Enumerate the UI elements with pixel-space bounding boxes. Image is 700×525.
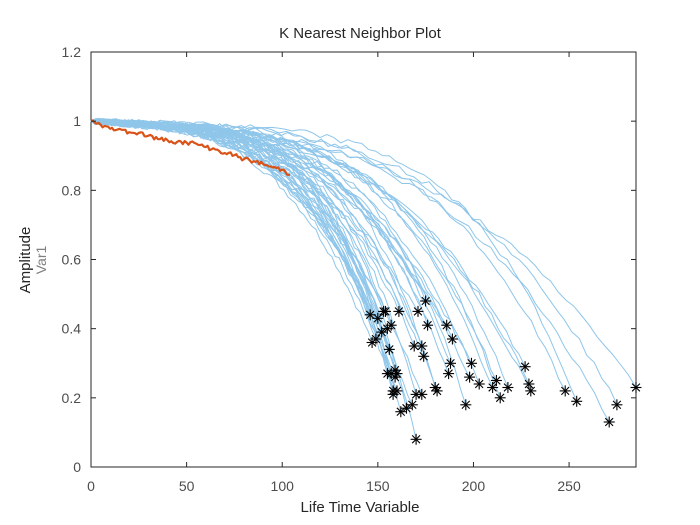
endpoint-marker: [412, 305, 424, 317]
x-axis-label: Life Time Variable: [301, 499, 420, 516]
endpoint-marker: [473, 378, 485, 390]
endpoint-marker: [603, 416, 615, 428]
plot-area: [90, 51, 642, 468]
endpoint-marker: [364, 309, 376, 321]
endpoint-marker: [446, 333, 458, 345]
x-tick-label: 150: [366, 478, 390, 494]
y-tick-label: 0.6: [62, 252, 82, 268]
y-axis-sublabel: Var1: [33, 246, 49, 275]
endpoint-marker: [525, 385, 537, 397]
y-tick-label: 0.4: [62, 321, 82, 337]
x-tick-label: 200: [462, 478, 486, 494]
x-tick-label: 250: [557, 478, 581, 494]
endpoint-marker: [416, 340, 428, 352]
neighbor-line: [90, 120, 417, 440]
endpoint-marker: [389, 371, 401, 383]
endpoint-marker: [420, 295, 432, 307]
endpoint-marker: [559, 385, 571, 397]
endpoint-marker: [431, 385, 443, 397]
endpoint-marker: [401, 402, 412, 414]
endpoint-marker: [490, 375, 502, 386]
endpoint-marker: [611, 399, 623, 411]
endpoint-marker: [410, 433, 422, 445]
endpoint-marker: [370, 333, 382, 345]
endpoint-marker: [571, 395, 583, 407]
endpoint-marker: [416, 388, 428, 400]
neighbor-line: [90, 119, 371, 315]
endpoint-marker: [406, 399, 418, 411]
y-tick-label: 0.2: [62, 390, 82, 406]
endpoint-marker: [445, 357, 456, 369]
endpoint-marker: [383, 343, 395, 355]
endpoint-marker: [519, 361, 531, 373]
endpoint-marker: [391, 385, 403, 397]
endpoint-marker: [376, 326, 388, 338]
y-tick-label: 1: [73, 113, 81, 129]
neighbor-line: [90, 118, 392, 326]
highlight-series-group: [90, 119, 290, 176]
neighbor-series-group: [90, 117, 637, 440]
endpoint-marker: [441, 319, 453, 331]
y-tick-label: 0: [73, 459, 81, 475]
endpoint-marker: [422, 319, 434, 331]
neighbor-line: [90, 120, 419, 312]
endpoint-marker: [372, 312, 384, 324]
neighbor-line: [90, 120, 453, 340]
neighbor-line: [90, 118, 402, 412]
neighbor-line: [90, 120, 637, 388]
neighbor-line: [91, 119, 610, 423]
endpoint-marker: [466, 357, 477, 369]
highlight-line: [90, 119, 290, 176]
endpoint-marker: [385, 319, 397, 331]
x-tick-label: 100: [271, 478, 295, 494]
endpoint-marker: [494, 392, 506, 404]
plot-frame: [90, 51, 637, 468]
y-tick-label: 1.2: [62, 44, 82, 60]
endpoint-marker: [418, 350, 430, 362]
endpoint-marker-group: [364, 295, 642, 445]
neighbor-line: [90, 119, 530, 385]
y-axis: 0 0.2 0.4 0.6 0.8 1 1.2: [62, 44, 636, 475]
chart-title: K Nearest Neighbor Plot: [279, 25, 442, 42]
endpoint-marker: [380, 305, 391, 317]
y-tick-label: 0.8: [62, 182, 82, 198]
neighbor-line: [90, 120, 383, 333]
endpoint-marker: [464, 371, 476, 383]
endpoint-marker: [630, 382, 642, 393]
neighbor-line: [90, 117, 578, 402]
endpoint-marker: [523, 378, 535, 390]
endpoint-marker: [460, 399, 472, 411]
endpoint-marker: [391, 368, 403, 380]
y-axis-label: Amplitude: [17, 227, 34, 294]
endpoint-marker: [443, 368, 455, 380]
x-tick-label: 0: [87, 478, 95, 494]
x-axis: 0 50 100 150 200 250: [87, 52, 581, 494]
endpoint-marker: [395, 406, 407, 418]
endpoint-marker: [393, 305, 405, 317]
endpoint-marker: [502, 382, 514, 393]
x-tick-label: 50: [179, 478, 195, 494]
neighbor-line: [90, 118, 526, 367]
neighbor-line: [90, 119, 618, 406]
neighbor-line: [90, 120, 398, 392]
